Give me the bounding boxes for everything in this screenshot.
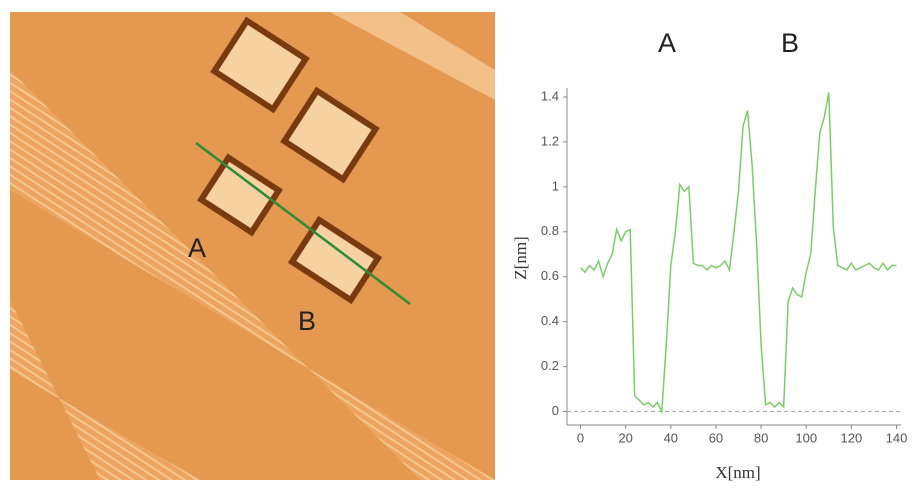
chart-annotation: B [781, 28, 799, 58]
y-tick-label: 0.8 [541, 223, 559, 238]
y-tick-label: 1.2 [541, 133, 559, 148]
y-tick-label: 1 [552, 178, 559, 193]
y-tick-label: 0.6 [541, 268, 559, 283]
y-tick-label: 0.4 [541, 313, 559, 328]
profile-line [580, 92, 897, 415]
x-tick-label: 80 [754, 430, 768, 445]
x-tick-label: 60 [709, 430, 723, 445]
x-tick-label: 140 [886, 430, 908, 445]
y-tick-label: 1.4 [541, 88, 559, 103]
y-tick-label: 0.2 [541, 358, 559, 373]
image-label: A [188, 233, 206, 263]
x-tick-label: 40 [664, 430, 678, 445]
x-axis-label: X[nm] [715, 463, 760, 482]
y-axis-label: Z[nm] [511, 236, 530, 279]
x-tick-label: 20 [618, 430, 632, 445]
chart-annotation: A [658, 28, 676, 58]
stm-image [10, 12, 495, 480]
image-label: B [298, 306, 316, 336]
x-tick-label: 0 [577, 430, 584, 445]
x-tick-label: 120 [840, 430, 862, 445]
y-tick-label: 0 [552, 403, 559, 418]
x-tick-label: 100 [795, 430, 817, 445]
